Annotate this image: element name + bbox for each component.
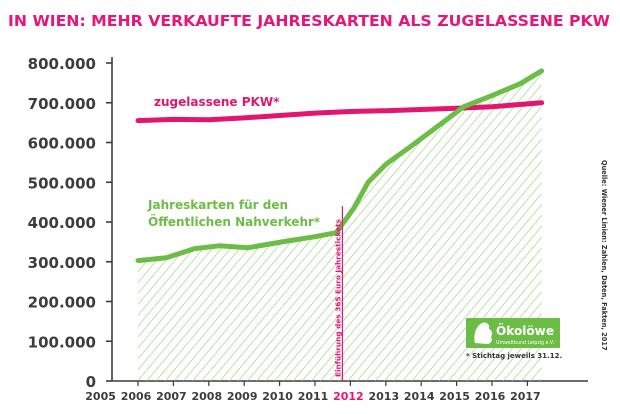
oekoloewe-logo: Ökolöwe Umweltbund Leipzig e.V. xyxy=(466,318,560,348)
annotation-text-365-euro: Einführung des 365 Euro Jahrestickets xyxy=(333,219,342,377)
logo-name: Ökolöwe xyxy=(496,323,554,338)
chart-title: IN WIEN: MEHR VERKAUFTE JAHRESKARTEN ALS… xyxy=(8,12,610,30)
footnote: * Stichtag jeweils 31.12. xyxy=(466,352,562,360)
x-tick-label: 2015 xyxy=(439,390,470,403)
series-label-jahreskarten-line1: Jahreskarten für den xyxy=(147,198,288,212)
x-tick-label: 2005 xyxy=(85,390,116,403)
source-text: Quelle: Wiener Linien: Zahlen, Daten, Fa… xyxy=(600,160,608,351)
x-tick-label: 2016 xyxy=(475,390,506,403)
y-tick-label: 700.000 xyxy=(28,95,96,113)
y-axis: 0 100.000 200.000 300.000 400.000 500.000 600.… xyxy=(28,55,113,391)
jahreskarten-area xyxy=(138,70,542,382)
x-tick-label: 2007 xyxy=(156,390,187,403)
x-tick-label: 2012 xyxy=(333,390,364,403)
series-label-pkw: zugelassene PKW* xyxy=(154,95,280,109)
y-tick-label: 0 xyxy=(86,373,96,391)
series-label-jahreskarten-line2: Öffentlichen Nahverkehr* xyxy=(148,214,321,229)
series-line-jahreskarten xyxy=(135,68,545,264)
logo-subtitle: Umweltbund Leipzig e.V. xyxy=(496,340,554,346)
x-axis: 2005 2006 2007 2008 2009 2010 2011 2012 2013 2014… xyxy=(85,380,588,403)
y-tick-label: 100.000 xyxy=(28,333,96,351)
y-tick-label: 400.000 xyxy=(28,214,96,232)
y-tick-label: 200.000 xyxy=(28,294,96,312)
x-tick-label: 2006 xyxy=(121,390,152,403)
x-tick-label: 2009 xyxy=(227,390,258,403)
y-tick-label: 300.000 xyxy=(28,254,96,272)
x-tick-label: 2010 xyxy=(262,390,293,403)
x-tick-label: 2011 xyxy=(298,390,329,403)
y-tick-label: 800.000 xyxy=(28,55,96,73)
lion-icon xyxy=(474,322,493,344)
x-tick-label: 2013 xyxy=(368,390,399,403)
x-tick-label: 2008 xyxy=(191,390,222,403)
y-tick-label: 500.000 xyxy=(28,174,96,192)
x-tick-label: 2017 xyxy=(510,390,541,403)
x-tick-label: 2014 xyxy=(404,390,435,403)
y-tick-label: 600.000 xyxy=(28,135,96,153)
